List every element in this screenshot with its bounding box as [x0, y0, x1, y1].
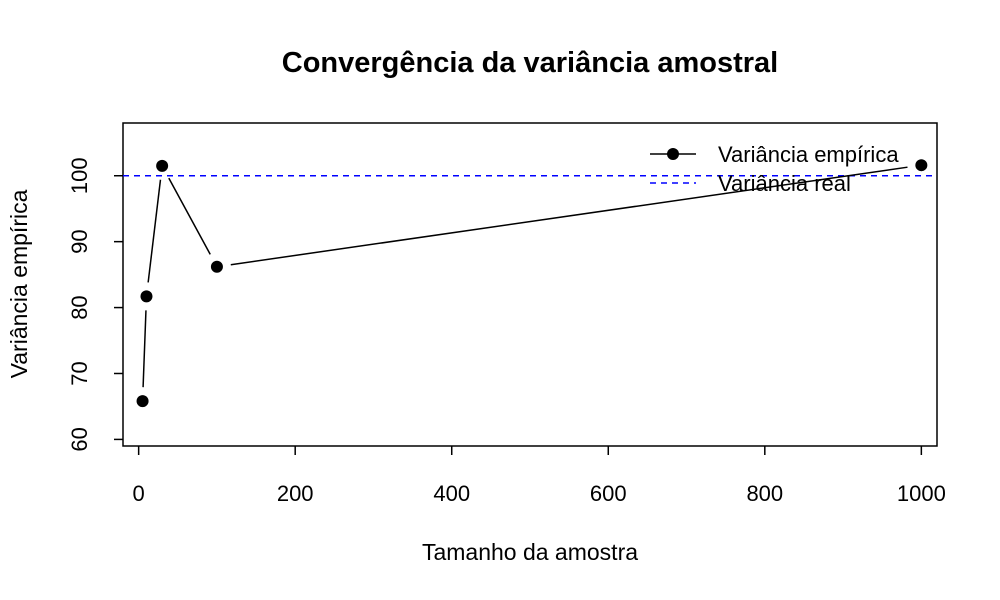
legend-label-real: Variância real	[718, 171, 851, 196]
y-axis: 60 70 80 90 100	[67, 157, 123, 452]
data-point	[210, 260, 223, 273]
x-tick-label: 1000	[897, 481, 946, 506]
series-segment	[142, 310, 147, 388]
data-point	[915, 159, 928, 172]
data-point	[136, 395, 149, 408]
series-segment	[168, 177, 211, 255]
x-tick-label: 600	[590, 481, 627, 506]
legend-marker-empirical	[667, 148, 679, 160]
plot-frame	[122, 122, 938, 447]
x-tick-label: 200	[277, 481, 314, 506]
y-axis-label: Variância empírica	[6, 189, 32, 378]
chart-title: Convergência da variância amostral	[282, 47, 778, 79]
data-point	[140, 290, 153, 303]
legend: Variância empírica Variância real	[650, 142, 899, 196]
series-layer	[136, 159, 928, 408]
y-tick-label: 60	[67, 427, 92, 451]
x-tick-label: 400	[433, 481, 470, 506]
series-segment	[230, 166, 908, 266]
x-tick-label: 800	[746, 481, 783, 506]
y-tick-label: 80	[67, 295, 92, 319]
data-point	[156, 159, 169, 172]
y-tick-label: 100	[67, 157, 92, 194]
y-tick-label: 70	[67, 361, 92, 385]
series-segment	[147, 179, 162, 283]
legend-label-empirical: Variância empírica	[718, 142, 899, 167]
x-axis-label: Tamanho da amostra	[422, 539, 638, 565]
x-tick-label: 0	[133, 481, 145, 506]
x-axis: 0 200 400 600 800 1000	[133, 446, 946, 506]
y-tick-label: 90	[67, 229, 92, 253]
